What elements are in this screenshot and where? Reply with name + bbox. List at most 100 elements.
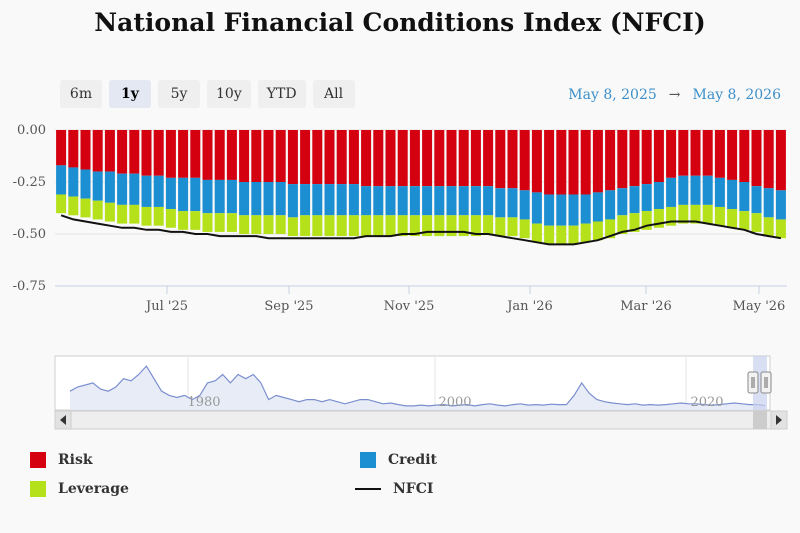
bar-leverage[interactable] bbox=[129, 204, 140, 224]
bar-credit[interactable] bbox=[336, 184, 347, 216]
bar-credit[interactable] bbox=[178, 177, 189, 212]
bar-credit[interactable] bbox=[117, 173, 128, 205]
bar-risk[interactable] bbox=[483, 130, 494, 187]
bar-credit[interactable] bbox=[739, 182, 750, 212]
bar-leverage[interactable] bbox=[214, 213, 225, 232]
bar-risk[interactable] bbox=[702, 130, 713, 176]
bar-risk[interactable] bbox=[470, 130, 481, 187]
bar-leverage[interactable] bbox=[141, 206, 152, 226]
bar-credit[interactable] bbox=[556, 194, 567, 226]
bar-risk[interactable] bbox=[617, 130, 628, 189]
bar-leverage[interactable] bbox=[629, 213, 640, 232]
bar-leverage[interactable] bbox=[348, 215, 359, 237]
bar-credit[interactable] bbox=[470, 186, 481, 216]
bar-leverage[interactable] bbox=[92, 200, 103, 220]
bar-credit[interactable] bbox=[690, 175, 701, 205]
bar-leverage[interactable] bbox=[617, 215, 628, 234]
bar-risk[interactable] bbox=[190, 130, 201, 178]
bar-credit[interactable] bbox=[629, 186, 640, 214]
bar-leverage[interactable] bbox=[153, 206, 164, 226]
legend-item-leverage[interactable]: Leverage bbox=[30, 481, 129, 497]
bar-credit[interactable] bbox=[214, 179, 225, 214]
bar-risk[interactable] bbox=[336, 130, 347, 185]
bar-credit[interactable] bbox=[80, 169, 91, 199]
bar-risk[interactable] bbox=[690, 130, 701, 176]
bar-risk[interactable] bbox=[117, 130, 128, 174]
bar-credit[interactable] bbox=[678, 175, 689, 205]
bar-risk[interactable] bbox=[373, 130, 384, 187]
bar-leverage[interactable] bbox=[336, 215, 347, 237]
bar-leverage[interactable] bbox=[580, 223, 591, 243]
bar-leverage[interactable] bbox=[422, 215, 433, 237]
bar-risk[interactable] bbox=[226, 130, 237, 180]
bar-risk[interactable] bbox=[178, 130, 189, 178]
bar-leverage[interactable] bbox=[409, 215, 420, 237]
bar-leverage[interactable] bbox=[568, 225, 579, 245]
bar-leverage[interactable] bbox=[251, 215, 262, 234]
legend-item-credit[interactable]: Credit bbox=[360, 452, 437, 468]
bar-leverage[interactable] bbox=[592, 221, 603, 241]
bar-leverage[interactable] bbox=[226, 213, 237, 232]
bar-credit[interactable] bbox=[141, 175, 152, 207]
bar-leverage[interactable] bbox=[763, 217, 774, 237]
bar-risk[interactable] bbox=[446, 130, 457, 187]
bar-risk[interactable] bbox=[519, 130, 530, 191]
bar-risk[interactable] bbox=[92, 130, 103, 172]
bar-leverage[interactable] bbox=[239, 215, 250, 234]
bar-risk[interactable] bbox=[385, 130, 396, 187]
bar-leverage[interactable] bbox=[483, 215, 494, 234]
bar-risk[interactable] bbox=[312, 130, 323, 185]
scrollbar-track[interactable] bbox=[54, 410, 788, 430]
bar-risk[interactable] bbox=[397, 130, 408, 187]
bar-credit[interactable] bbox=[568, 194, 579, 226]
bar-credit[interactable] bbox=[68, 167, 79, 197]
legend-item-risk[interactable]: Risk bbox=[30, 452, 93, 468]
bar-risk[interactable] bbox=[727, 130, 738, 180]
bar-credit[interactable] bbox=[714, 177, 725, 207]
range-button-1y[interactable]: 1y bbox=[109, 80, 151, 108]
bar-credit[interactable] bbox=[495, 188, 506, 218]
bar-risk[interactable] bbox=[104, 130, 115, 172]
bar-leverage[interactable] bbox=[178, 211, 189, 230]
bar-credit[interactable] bbox=[446, 186, 457, 216]
bar-credit[interactable] bbox=[129, 173, 140, 205]
bar-credit[interactable] bbox=[348, 184, 359, 216]
bar-risk[interactable] bbox=[751, 130, 762, 187]
date-to[interactable]: May 8, 2026 bbox=[692, 87, 781, 103]
bar-risk[interactable] bbox=[68, 130, 79, 168]
bar-risk[interactable] bbox=[153, 130, 164, 176]
bar-risk[interactable] bbox=[495, 130, 506, 189]
bar-credit[interactable] bbox=[104, 171, 115, 203]
bar-leverage[interactable] bbox=[361, 215, 372, 237]
bar-credit[interactable] bbox=[385, 186, 396, 216]
bar-credit[interactable] bbox=[263, 182, 274, 216]
bar-credit[interactable] bbox=[507, 188, 518, 218]
bar-leverage[interactable] bbox=[739, 211, 750, 230]
navigator-selection[interactable] bbox=[753, 356, 767, 410]
bar-risk[interactable] bbox=[251, 130, 262, 182]
bar-leverage[interactable] bbox=[641, 211, 652, 230]
bar-leverage[interactable] bbox=[104, 202, 115, 222]
bar-risk[interactable] bbox=[239, 130, 250, 182]
bar-risk[interactable] bbox=[775, 130, 786, 191]
bar-credit[interactable] bbox=[751, 186, 762, 214]
bar-risk[interactable] bbox=[556, 130, 567, 195]
bar-leverage[interactable] bbox=[434, 215, 445, 237]
bar-risk[interactable] bbox=[165, 130, 176, 178]
bar-credit[interactable] bbox=[483, 186, 494, 216]
bar-leverage[interactable] bbox=[373, 215, 384, 237]
bar-credit[interactable] bbox=[592, 192, 603, 222]
bar-risk[interactable] bbox=[507, 130, 518, 189]
bar-credit[interactable] bbox=[92, 171, 103, 201]
bar-credit[interactable] bbox=[226, 179, 237, 214]
bar-credit[interactable] bbox=[190, 177, 201, 212]
bar-risk[interactable] bbox=[580, 130, 591, 195]
bar-credit[interactable] bbox=[300, 184, 311, 216]
scrollbar-thumb[interactable] bbox=[753, 411, 767, 429]
range-button-6m[interactable]: 6m bbox=[60, 80, 102, 108]
bar-risk[interactable] bbox=[592, 130, 603, 193]
bar-credit[interactable] bbox=[397, 186, 408, 216]
bar-risk[interactable] bbox=[422, 130, 433, 187]
bar-risk[interactable] bbox=[544, 130, 555, 195]
bar-leverage[interactable] bbox=[495, 217, 506, 237]
